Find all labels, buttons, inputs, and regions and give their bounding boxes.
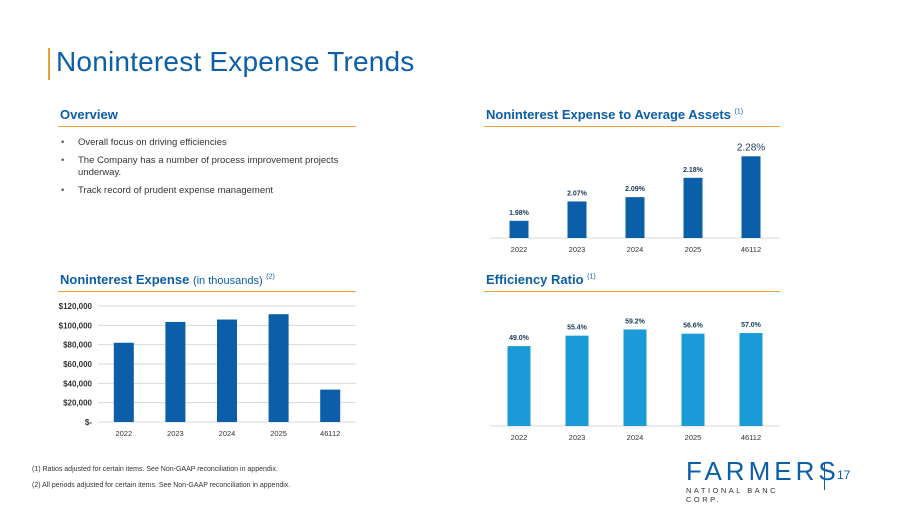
bar	[741, 156, 761, 238]
ratio-assets-heading: Noninterest Expense to Average Assets (1…	[486, 107, 743, 122]
expense-subtitle: (in thousands)	[192, 275, 263, 287]
x-tick-label: 2024	[627, 245, 644, 254]
bar	[113, 342, 134, 422]
bar	[567, 201, 587, 238]
y-tick-label: $20,000	[63, 399, 92, 408]
data-label: 49.0%	[509, 335, 530, 342]
bar	[739, 333, 763, 426]
bar	[509, 220, 529, 238]
data-label: 1.98%	[509, 210, 530, 217]
x-tick-label: 46112	[741, 245, 761, 254]
y-tick-label: $40,000	[63, 379, 92, 388]
y-tick-label: $-	[85, 418, 92, 427]
bar	[165, 321, 186, 422]
logo-name: FARMERS	[686, 456, 840, 486]
y-tick-label: $60,000	[63, 360, 92, 369]
x-tick-label: 2025	[685, 433, 702, 442]
bar	[320, 389, 341, 422]
efficiency-note: (1)	[587, 273, 596, 281]
efficiency-title: Efficiency Ratio	[486, 272, 584, 287]
data-label: 57.0%	[741, 322, 762, 329]
y-tick-label: $100,000	[59, 321, 93, 330]
data-label: 2.07%	[567, 190, 588, 197]
x-tick-label: 2024	[219, 429, 236, 438]
bar	[217, 319, 237, 422]
title-accent-bar	[48, 48, 50, 80]
data-label: 59.2%	[625, 318, 646, 325]
data-label: 2.18%	[683, 167, 704, 174]
x-tick-label: 2022	[511, 245, 528, 254]
efficiency-ratio-chart: 49.0% 2022 55.4% 2023 59.2% 2024 56.6% 2025 57.0…	[490, 318, 780, 442]
bar	[681, 333, 705, 426]
x-tick-label: 46112	[320, 429, 340, 438]
farmers-logo: FARMERS NATIONAL BANC CORP.	[686, 456, 840, 504]
x-tick-label: 2022	[115, 429, 132, 438]
x-tick-label: 2025	[685, 245, 702, 254]
expense-divider	[58, 291, 356, 292]
x-tick-label: 2024	[627, 433, 644, 442]
bar	[565, 335, 589, 426]
ratio-assets-divider	[484, 126, 780, 127]
x-tick-label: 2025	[270, 429, 287, 438]
x-tick-label: 2022	[511, 433, 528, 442]
bar	[623, 329, 647, 426]
expense-note: (2)	[266, 273, 275, 281]
bar	[507, 346, 531, 426]
logo-divider	[824, 462, 825, 490]
footnote-2: (2) All periods adjusted for certain ite…	[32, 482, 291, 489]
data-label: 2.09%	[625, 186, 646, 193]
page-title: Noninterest Expense Trends	[56, 46, 415, 77]
expense-heading: Noninterest Expense (in thousands) (2)	[60, 272, 275, 287]
efficiency-divider	[484, 291, 780, 292]
x-tick-label: 46112	[741, 433, 761, 442]
x-tick-label: 2023	[167, 429, 184, 438]
overview-heading: Overview	[60, 107, 118, 122]
footnote-1: (1) Ratios adjusted for certain items. S…	[32, 466, 278, 473]
bar	[683, 177, 703, 238]
data-label: 56.6%	[683, 323, 704, 330]
x-tick-label: 2023	[569, 245, 586, 254]
y-tick-label: $80,000	[63, 341, 92, 350]
bar	[625, 197, 645, 238]
overview-bullets: Overall focus on driving efficiencies Th…	[60, 137, 370, 203]
bar	[268, 314, 289, 422]
data-label: 55.4%	[567, 325, 588, 332]
efficiency-heading: Efficiency Ratio (1)	[486, 272, 596, 287]
overview-bullet: The Company has a number of process impr…	[60, 155, 370, 179]
page-number: 17	[837, 468, 851, 482]
x-tick-label: 2023	[569, 433, 586, 442]
logo-tagline: NATIONAL BANC CORP.	[686, 486, 779, 504]
overview-bullet: Overall focus on driving efficiencies	[60, 137, 370, 149]
noninterest-expense-chart: $- $20,000 $40,000 $60,000 $80,000 $100,000 $1…	[59, 302, 356, 438]
y-tick-label: $120,000	[59, 302, 93, 311]
expense-title: Noninterest Expense	[60, 272, 190, 287]
ratio-assets-title: Noninterest Expense to Average Assets	[486, 107, 731, 122]
overview-divider	[58, 126, 356, 127]
data-label: 2.28%	[737, 142, 765, 153]
overview-bullet: Track record of prudent expense manageme…	[60, 185, 370, 197]
expense-to-assets-chart: 1.98% 2022 2.07% 2023 2.09% 2024 2.18% 2025 2.28…	[490, 142, 780, 254]
ratio-assets-note: (1)	[734, 108, 744, 116]
